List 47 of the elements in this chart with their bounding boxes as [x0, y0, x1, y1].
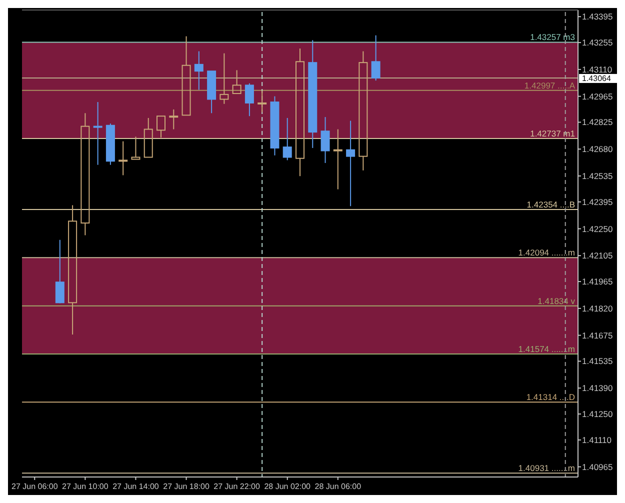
y-tick-label: 1.41675	[582, 330, 613, 340]
ref-line-label: 1.41574 .......m	[518, 344, 575, 354]
ref-line-label: 1.42094 .......m	[518, 248, 575, 258]
y-tick-label: 1.41110	[582, 434, 612, 445]
ref-line-label: 1.41834 v	[538, 296, 576, 306]
y-tick-label: 1.40965	[582, 462, 613, 472]
ref-line-label: 1.41314 ....D	[526, 392, 575, 402]
y-tick-label: 1.43255	[582, 38, 613, 48]
candlestick	[346, 120, 356, 207]
candlestick	[320, 116, 330, 164]
candlestick	[118, 140, 128, 176]
y-tick-label: 1.42535	[582, 170, 613, 181]
candlestick	[333, 128, 342, 190]
y-tick-label: 1.42965	[582, 91, 613, 102]
candlestick	[68, 204, 78, 336]
ref-line-label: 1.40931 .......m	[518, 463, 575, 474]
y-tick-label: 1.42250	[582, 224, 613, 234]
candlestick	[358, 50, 368, 171]
x-tick-label: 27 Jun 14:00	[112, 482, 160, 491]
ref-line-label: 1.43064	[582, 74, 612, 83]
y-tick-label: 1.43395	[582, 12, 613, 22]
ref-line-label: 1.42997 .....A	[524, 80, 576, 90]
y-tick-label: 1.41390	[582, 383, 613, 394]
ref-line-label: 1.42354 ....B	[526, 199, 576, 210]
x-tick-label: 27 Jun 22:00	[214, 482, 260, 491]
y-tick-label: 1.43110	[582, 64, 612, 74]
candlestick	[93, 102, 102, 166]
ref-line-label: 1.43257 m3	[530, 32, 576, 42]
x-tick-label: 27 Jun 10:00	[62, 482, 109, 491]
candlestick	[194, 50, 204, 90]
ref-line-label: 1.42737 m1	[530, 128, 576, 139]
x-tick-label: 27 Jun 06:00	[12, 482, 58, 491]
y-tick-label: 1.42825	[582, 117, 613, 128]
y-tick-label: 1.41820	[582, 303, 613, 314]
y-tick-label: 1.42395	[582, 196, 613, 207]
y-tick-label: 1.42680	[582, 144, 613, 154]
candlestick	[308, 40, 318, 148]
x-tick-label: 27 Jun 18:00	[163, 482, 210, 491]
y-tick-label: 1.41965	[582, 276, 613, 287]
y-tick-label: 1.42105	[582, 250, 613, 261]
x-tick-label: 28 Jun 06:00	[314, 482, 362, 491]
y-tick-label: 1.41535	[582, 356, 613, 366]
x-tick-label: 28 Jun 02:00	[264, 482, 312, 491]
candlestick	[80, 112, 90, 236]
candlestick	[258, 90, 267, 113]
candlestick	[296, 48, 304, 177]
y-tick-label: 1.41250	[582, 409, 613, 420]
